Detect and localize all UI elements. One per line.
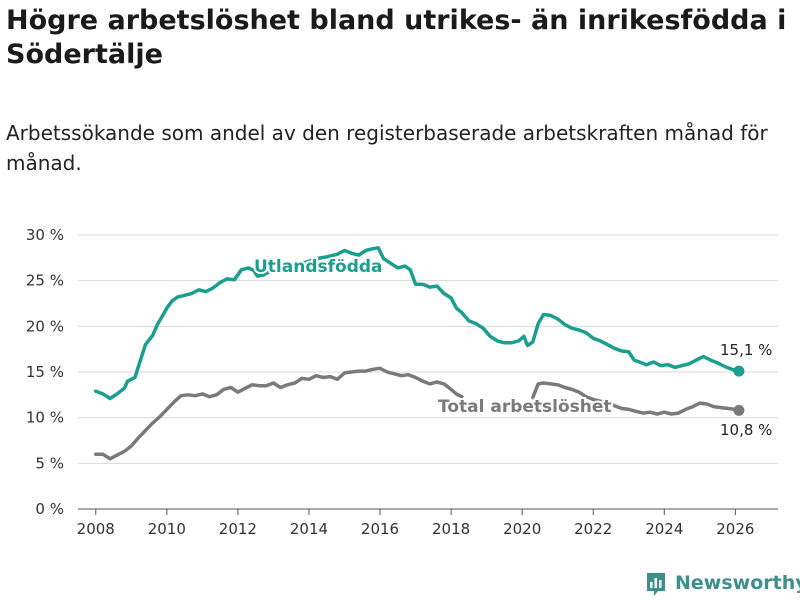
series-label-utlandsfodda: Utlandsfödda [254,257,383,277]
x-tick-label: 2020 [503,520,541,538]
y-tick-label: 10 % [26,409,64,427]
grid-lines [78,234,778,510]
x-tick-label: 2008 [77,520,115,538]
x-tick-label: 2014 [290,520,328,538]
y-tick-label: 30 % [26,226,64,244]
y-tick-label: 5 % [35,454,64,472]
series-line-0 [94,246,741,401]
x-tick-label: 2024 [645,520,683,538]
y-axis: 0 % 5 % 10 % 15 % 20 % 25 % 30 % [26,226,64,518]
newsworthy-logo[interactable]: Newsworthy [645,571,800,596]
x-tick-label: 2022 [574,520,612,538]
y-tick-label: 0 % [35,500,64,518]
x-tick-label: 2012 [219,520,257,538]
chart-title: Högre arbetslöshet bland utrikes- än inr… [6,5,787,70]
series-label-total: Total arbetslöshet [438,397,612,417]
series-lines [94,246,745,461]
y-tick-label: 25 % [26,272,64,290]
x-tick-label: 2010 [148,520,186,538]
y-tick-label: 15 % [26,363,64,381]
x-tick-label: 2016 [361,520,399,538]
brand-name: Newsworthy [675,572,800,594]
end-label-total: 10,8 % [720,421,772,439]
series-end-dot-0 [733,365,745,377]
series-end-dot-1 [733,404,745,416]
x-tick-label: 2026 [716,520,754,538]
x-axis: 2008 2010 2012 2014 2016 2018 2020 2022 2024 2026 [77,509,754,538]
newsworthy-logo-icon [645,571,667,596]
chart-subtitle: Arbetssökande som andel av den registerb… [6,121,768,175]
series-line-1 [94,366,741,461]
y-tick-label: 20 % [26,317,64,335]
series-labels: Utlandsfödda Total arbetslöshet 15,1 % 1… [252,255,772,439]
x-tick-label: 2018 [432,520,470,538]
end-label-utlandsfodda: 15,1 % [720,341,772,359]
